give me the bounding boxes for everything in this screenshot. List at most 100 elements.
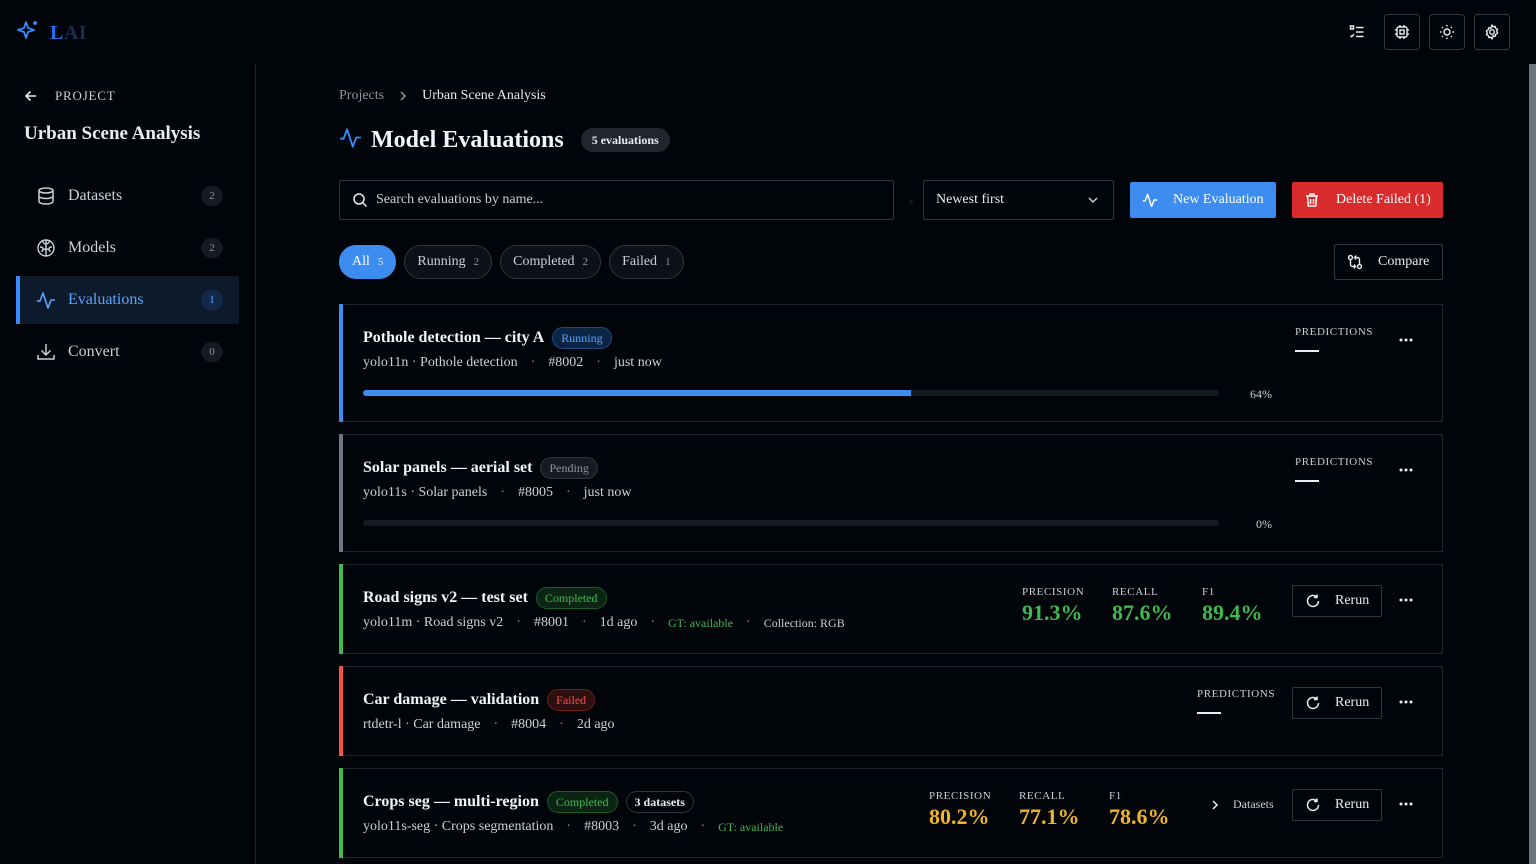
checklist-button[interactable] [1339, 14, 1375, 50]
status-badge: Running [552, 327, 612, 349]
status-badge: Completed [535, 587, 607, 609]
evaluation-meta: yolo11s · Solar panels · #8005 · just now [363, 485, 632, 500]
top-bar: LAI [0, 0, 1536, 64]
filter-all[interactable]: All 5 [339, 245, 397, 279]
progress-percent: 0% [1256, 517, 1272, 531]
compare-button[interactable]: Compare [1334, 244, 1443, 280]
gt-status: GT: available [718, 819, 784, 834]
f1-metric: F1 78.6% [1109, 790, 1170, 829]
evaluation-meta: yolo11n · Pothole detection · #8002 · just… [363, 355, 662, 370]
more-horizontal-icon [1399, 802, 1413, 806]
sort-select[interactable]: Newest first [923, 180, 1114, 220]
activity-icon [339, 126, 362, 154]
cpu-icon [1395, 25, 1409, 39]
filter-completed[interactable]: Completed 2 [500, 245, 602, 279]
filter-running[interactable]: Running 2 [404, 245, 493, 279]
page-title: Model Evaluations [371, 126, 564, 153]
sun-icon [1440, 25, 1454, 39]
chevron-right-icon [1212, 799, 1219, 810]
evaluation-name: Crops seg — multi-region [363, 793, 539, 810]
activity-icon [1142, 193, 1158, 208]
search-field[interactable] [339, 180, 894, 220]
cpu-button[interactable] [1384, 14, 1420, 50]
database-icon [36, 186, 56, 206]
search-input[interactable] [376, 192, 856, 208]
progress-bar [363, 390, 1219, 396]
evaluation-name: Solar panels — aerial set [363, 459, 533, 476]
status-badge: Failed [547, 689, 596, 711]
collection-label: Collection: RGB [763, 615, 845, 630]
sidebar-item-label: Datasets [68, 187, 123, 204]
project-label: PROJECT [55, 88, 116, 103]
breadcrumb-projects[interactable]: Projects [339, 88, 385, 103]
search-icon [353, 193, 368, 208]
breadcrumb: Projects Urban Scene Analysis [339, 88, 546, 104]
evaluation-meta: yolo11s-seg · Crops segmentation · #8003 ·… [363, 819, 784, 834]
rerun-button[interactable]: Rerun [1292, 789, 1382, 821]
status-filters: All 5 Running 2 Completed 2 Failed 1 [339, 245, 684, 279]
sidebar-item-datasets[interactable]: Datasets 2 [16, 172, 239, 220]
evaluation-card[interactable]: Road signs v2 — test set Completed yolo1… [339, 564, 1443, 654]
evaluation-card[interactable]: Car damage — validation Failed rtdetr-l … [339, 666, 1443, 756]
sidebar-item-convert[interactable]: Convert 0 [16, 328, 239, 376]
evaluation-name: Car damage — validation [363, 691, 540, 708]
gt-status: GT: available [668, 615, 734, 630]
list-check-icon [1349, 25, 1364, 38]
new-evaluation-button[interactable]: New Evaluation [1130, 182, 1276, 218]
settings-button[interactable] [1474, 14, 1510, 50]
evaluation-card[interactable]: Solar panels — aerial set Pending yolo11… [339, 434, 1443, 552]
rerun-button[interactable]: Rerun [1292, 585, 1382, 617]
more-options-button[interactable] [1396, 460, 1416, 480]
brain-icon [36, 238, 56, 258]
evaluation-card[interactable]: Pothole detection — city A Running yolo1… [339, 304, 1443, 422]
progress-percent: 64% [1250, 387, 1272, 401]
theme-toggle-button[interactable] [1429, 14, 1465, 50]
sidebar-item-models[interactable]: Models 2 [16, 224, 239, 272]
rerun-button[interactable]: Rerun [1292, 687, 1382, 719]
evaluation-meta: yolo11m · Road signs v2 · #8001 · 1d ago · … [363, 615, 845, 630]
sparkle-icon [16, 19, 40, 48]
datasets-expand-toggle[interactable]: Datasets [1210, 797, 1274, 812]
sidebar-item-evaluations[interactable]: Evaluations 1 [16, 276, 239, 324]
evaluation-card[interactable]: Crops seg — multi-region Completed 3 dat… [339, 768, 1443, 858]
count-badge: 2 [201, 186, 223, 206]
sidebar-item-label: Models [68, 239, 116, 256]
datasets-count-badge: 3 datasets [625, 791, 694, 813]
more-options-button[interactable] [1396, 692, 1416, 712]
arrow-left-icon [24, 90, 36, 102]
back-to-projects[interactable]: PROJECT [24, 88, 116, 104]
trash-icon [1306, 193, 1318, 207]
recall-metric: RECALL 87.6% [1112, 586, 1173, 625]
sort-indicator-icon: ◦ [910, 197, 913, 206]
f1-metric: F1 89.4% [1202, 586, 1263, 625]
more-horizontal-icon [1399, 468, 1413, 472]
delete-failed-button[interactable]: Delete Failed (1) [1292, 182, 1443, 218]
app-name: LAI [50, 22, 88, 44]
more-horizontal-icon [1399, 598, 1413, 602]
breadcrumb-current: Urban Scene Analysis [422, 88, 546, 103]
filter-failed[interactable]: Failed 1 [609, 245, 684, 279]
gear-icon [1485, 24, 1499, 40]
progress-bar [363, 520, 1219, 526]
app-logo[interactable]: LAI [16, 19, 87, 48]
sidebar-nav: Datasets 2 Models 2 Evaluations 1 Conver… [16, 172, 239, 380]
activity-icon [36, 290, 56, 310]
status-badge: Pending [540, 457, 598, 479]
precision-metric: PRECISION 91.3% [1022, 586, 1085, 625]
more-horizontal-icon [1399, 700, 1413, 704]
more-options-button[interactable] [1396, 794, 1416, 814]
precision-metric: PRECISION 80.2% [929, 790, 992, 829]
refresh-icon [1306, 798, 1320, 812]
refresh-icon [1306, 696, 1320, 710]
chevron-right-icon [400, 91, 407, 101]
count-badge: 2 [201, 238, 223, 258]
sidebar-item-label: Evaluations [68, 291, 144, 308]
more-options-button[interactable] [1396, 590, 1416, 610]
git-compare-icon [1347, 254, 1363, 270]
sidebar-item-label: Convert [68, 343, 120, 360]
more-options-button[interactable] [1396, 330, 1416, 350]
status-badge: Completed [546, 791, 618, 813]
page-scrollbar[interactable] [1529, 64, 1536, 864]
predictions-summary: PREDICTIONS [1295, 456, 1373, 482]
evaluation-name: Road signs v2 — test set [363, 589, 528, 606]
